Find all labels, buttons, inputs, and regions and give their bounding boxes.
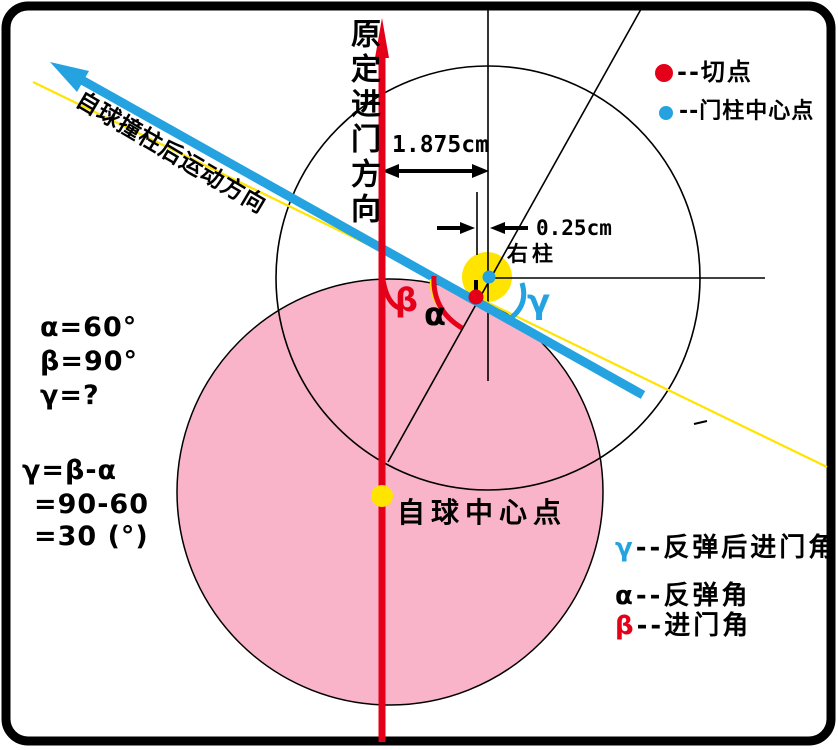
alpha-symbol: α — [424, 295, 446, 333]
definition-beta-text: --进门角 — [636, 611, 752, 641]
post-center-dot — [482, 270, 496, 284]
measurement-large: 1.875cm — [392, 132, 489, 158]
definition-beta-symbol: β — [615, 611, 637, 641]
equation-beta: β=90° — [40, 346, 139, 377]
definition-beta: β--进门角 — [615, 612, 751, 641]
gamma-angle-arc — [506, 282, 527, 323]
dimension-arrow-large — [382, 164, 489, 178]
legend-tangent-dot — [655, 64, 673, 82]
beta-angle-arc — [380, 279, 401, 311]
original-direction-arrow — [375, 18, 389, 742]
legend-post-center-label: --门柱中心点 — [679, 99, 815, 124]
beta-symbol: β — [395, 281, 418, 319]
legend-tangent-label: --切点 — [677, 58, 753, 86]
original-direction-label: 原定进门方向 — [345, 18, 380, 228]
measurement-small: 0.25cm — [536, 216, 612, 240]
definition-alpha-symbol: α — [615, 581, 636, 611]
right-post-label: 右柱 — [507, 242, 557, 266]
line-of-centers — [387, 1, 646, 463]
small-dash-mark — [693, 420, 708, 425]
definition-gamma-text: --反弹后进门角 — [635, 533, 838, 563]
gamma-symbol: γ — [527, 282, 551, 322]
formula-step1: =90-60 — [34, 489, 149, 520]
legend-post-center-dot — [659, 106, 673, 120]
formula: γ=β-α — [22, 455, 118, 486]
definition-alpha: α--反弹角 — [615, 582, 750, 611]
equation-alpha: α=60° — [40, 312, 138, 343]
tangent-point-dot — [468, 289, 484, 305]
cue-center-label: 自球中心点 — [397, 496, 568, 529]
formula-result: =30 (°) — [34, 521, 149, 552]
equation-gamma: γ=? — [40, 380, 100, 411]
definition-gamma-symbol: γ — [615, 533, 636, 563]
alpha-angle-arc — [431, 275, 464, 331]
definition-gamma: γ--反弹后进门角 — [615, 534, 837, 563]
definition-alpha-text: --反弹角 — [635, 581, 751, 611]
dimension-arrow-small — [437, 222, 528, 234]
rebound-direction-arrow — [50, 62, 646, 399]
cue-center-dot — [371, 485, 393, 507]
